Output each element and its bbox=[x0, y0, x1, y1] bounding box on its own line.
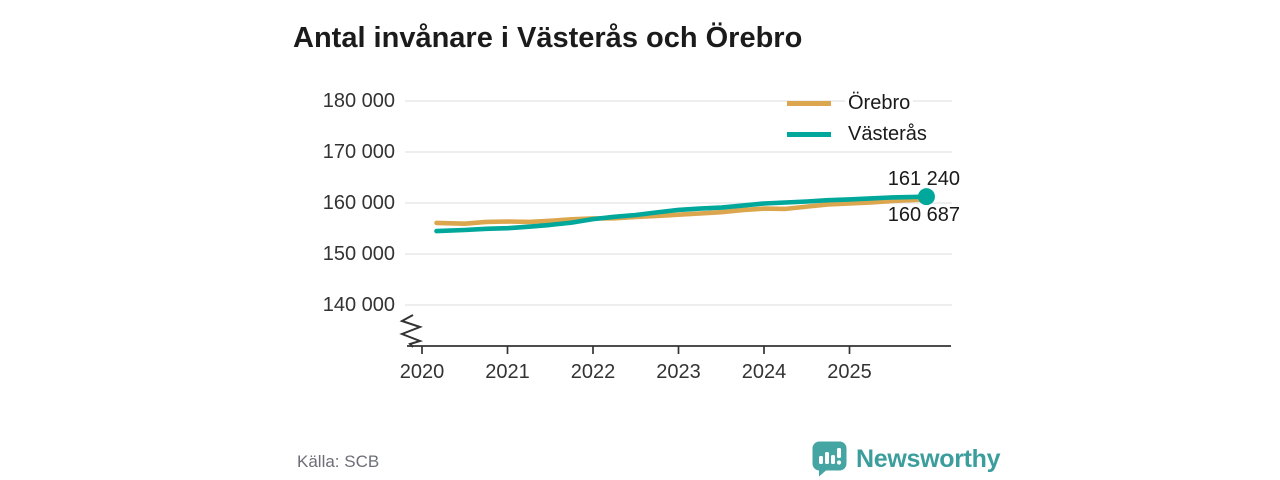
vasteras-end-value-label: 161 240 bbox=[887, 167, 960, 190]
end-marker-dot bbox=[917, 188, 935, 206]
y-tick-label: 180 000 bbox=[322, 90, 395, 112]
newsworthy-branding: Newsworthy bbox=[812, 441, 1001, 477]
orebro-line bbox=[434, 197, 929, 226]
page-title: Antal invånare i Västerås och Örebro bbox=[293, 22, 803, 55]
source-note: Källa: SCB bbox=[297, 452, 380, 471]
x-tick-label: 2021 bbox=[485, 361, 530, 383]
y-tick-label: 160 000 bbox=[322, 192, 395, 214]
x-tick-label: 2022 bbox=[570, 361, 616, 383]
vasteras-line bbox=[434, 194, 929, 234]
x-tick-label: 2025 bbox=[827, 361, 872, 383]
orebro-end-value-label: 160 687 bbox=[887, 204, 960, 227]
x-tick-label: 2023 bbox=[656, 361, 701, 383]
axis-break-icon bbox=[399, 314, 424, 348]
legend: Örebro Västerås bbox=[787, 90, 930, 152]
x-tick-label: 2024 bbox=[741, 361, 787, 383]
y-tick-label: 140 000 bbox=[322, 294, 395, 316]
newsworthy-logo-text: Newsworthy bbox=[856, 444, 1001, 473]
legend-item-orebro: Örebro bbox=[787, 90, 930, 116]
legend-label-vasteras: Västerås bbox=[845, 122, 930, 146]
y-tick-label: 150 000 bbox=[322, 243, 395, 265]
orebro-line-swatch bbox=[787, 100, 831, 106]
x-tick-label: 2020 bbox=[399, 361, 445, 383]
legend-label-orebro: Örebro bbox=[845, 91, 914, 115]
legend-item-vasteras: Västerås bbox=[787, 121, 930, 147]
newsworthy-logo-icon bbox=[812, 441, 847, 477]
y-tick-label: 170 000 bbox=[322, 141, 395, 163]
vasteras-line-swatch bbox=[787, 131, 831, 137]
